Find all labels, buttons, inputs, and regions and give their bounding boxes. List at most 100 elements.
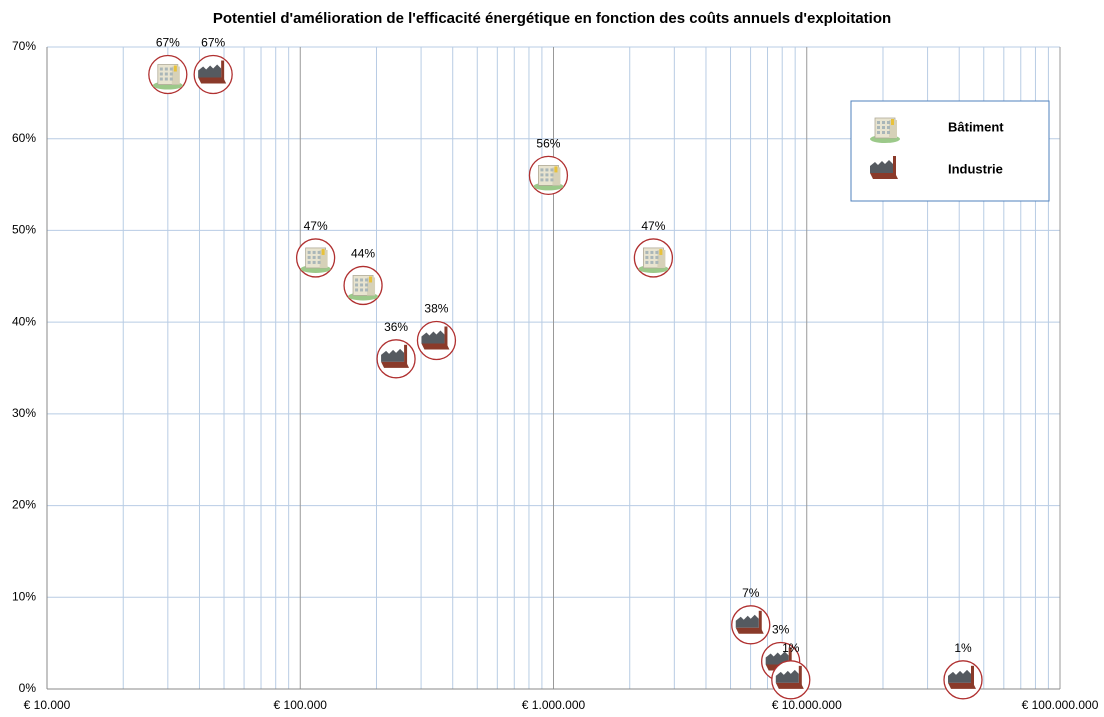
icon-window xyxy=(159,77,163,81)
icon-window xyxy=(887,121,890,124)
icon-window xyxy=(355,288,359,292)
icon-window xyxy=(355,283,359,287)
icon-side xyxy=(171,66,180,85)
point xyxy=(633,238,674,278)
icon-base xyxy=(198,77,227,84)
icon-accent xyxy=(173,65,177,72)
icon-window xyxy=(317,255,321,259)
icon-chimney xyxy=(893,156,896,176)
icon-base xyxy=(948,682,977,689)
icon-side xyxy=(367,277,376,296)
data-label: 44% xyxy=(351,247,375,261)
icon-chimney xyxy=(758,610,762,631)
y-tick-label: 10% xyxy=(12,589,36,603)
icon-chimney xyxy=(971,665,975,686)
icon-window xyxy=(882,131,885,134)
x-tick-label: € 1.000.000 xyxy=(522,698,586,712)
icon-window xyxy=(312,255,316,259)
icon-accent xyxy=(369,276,373,283)
icon-accent xyxy=(321,248,325,255)
icon-window xyxy=(540,168,544,172)
y-tick-label: 30% xyxy=(12,406,36,420)
point xyxy=(943,660,983,700)
icon-accent xyxy=(554,166,558,173)
data-label: 38% xyxy=(424,302,448,316)
icon-base xyxy=(421,343,450,350)
y-tick-label: 60% xyxy=(12,131,36,145)
icon-window xyxy=(365,278,369,282)
icon-window xyxy=(360,278,364,282)
legend-label: Bâtiment xyxy=(948,119,1004,134)
icon-window xyxy=(307,255,311,259)
y-tick-label: 70% xyxy=(12,39,36,53)
icon-window xyxy=(169,67,173,71)
point xyxy=(376,339,416,379)
data-label: 1% xyxy=(782,641,800,655)
icon-accent xyxy=(659,248,663,255)
icon-window xyxy=(169,72,173,76)
data-label: 3% xyxy=(772,623,790,637)
point xyxy=(731,605,771,645)
icon-window xyxy=(650,260,654,264)
icon-roof xyxy=(870,160,893,173)
icon-roof xyxy=(198,64,222,78)
icon-roof xyxy=(765,651,789,665)
point xyxy=(771,660,811,700)
icon-window xyxy=(645,255,649,259)
y-tick-label: 20% xyxy=(12,498,36,512)
icon-window xyxy=(887,126,890,129)
icon-window xyxy=(655,250,659,254)
icon-window xyxy=(877,126,880,129)
point xyxy=(416,320,457,361)
x-tick-label: € 100.000 xyxy=(274,698,328,712)
icon-window xyxy=(317,260,321,264)
icon-window xyxy=(655,260,659,264)
icon-chimney xyxy=(798,665,802,686)
icon-window xyxy=(877,131,880,134)
icon-accent xyxy=(891,119,894,125)
icon-roof xyxy=(775,669,799,683)
icon-window xyxy=(650,255,654,259)
icon-side xyxy=(319,249,328,268)
icon-window xyxy=(312,260,316,264)
icon-chimney xyxy=(788,647,792,668)
icon-window xyxy=(164,72,168,76)
data-label: 7% xyxy=(742,586,760,600)
icon-window xyxy=(545,173,549,177)
chart-title: Potentiel d'amélioration de l'efficacité… xyxy=(213,10,891,27)
icon-roof xyxy=(948,669,972,683)
data-label: 36% xyxy=(384,320,408,334)
icon-base xyxy=(381,361,410,368)
legend-icon xyxy=(870,156,898,179)
icon-side xyxy=(657,249,666,268)
icon-chimney xyxy=(221,60,225,81)
icon-window xyxy=(550,173,554,177)
point xyxy=(528,155,569,196)
icon-window xyxy=(159,67,163,71)
icon-roof xyxy=(381,348,405,362)
icon-window xyxy=(655,255,659,259)
icon-window xyxy=(887,131,890,134)
data-label: 1% xyxy=(954,641,972,655)
legend-label: Industrie xyxy=(948,161,1003,176)
legend-box xyxy=(850,100,1050,202)
icon-window xyxy=(645,260,649,264)
icon-window xyxy=(550,168,554,172)
icon-window xyxy=(650,250,654,254)
icon-window xyxy=(545,168,549,172)
icon-window xyxy=(365,288,369,292)
icon-window xyxy=(540,178,544,182)
icon-window xyxy=(312,250,316,254)
icon-chimney xyxy=(404,344,408,365)
icon-base xyxy=(775,682,804,689)
icon-side xyxy=(889,120,897,138)
data-label: 56% xyxy=(536,137,560,151)
icon-window xyxy=(169,77,173,81)
icon-base xyxy=(870,173,898,179)
point xyxy=(148,54,188,95)
icon-window xyxy=(645,250,649,254)
icon-window xyxy=(317,250,321,254)
icon-window xyxy=(164,77,168,81)
icon-window xyxy=(550,178,554,182)
